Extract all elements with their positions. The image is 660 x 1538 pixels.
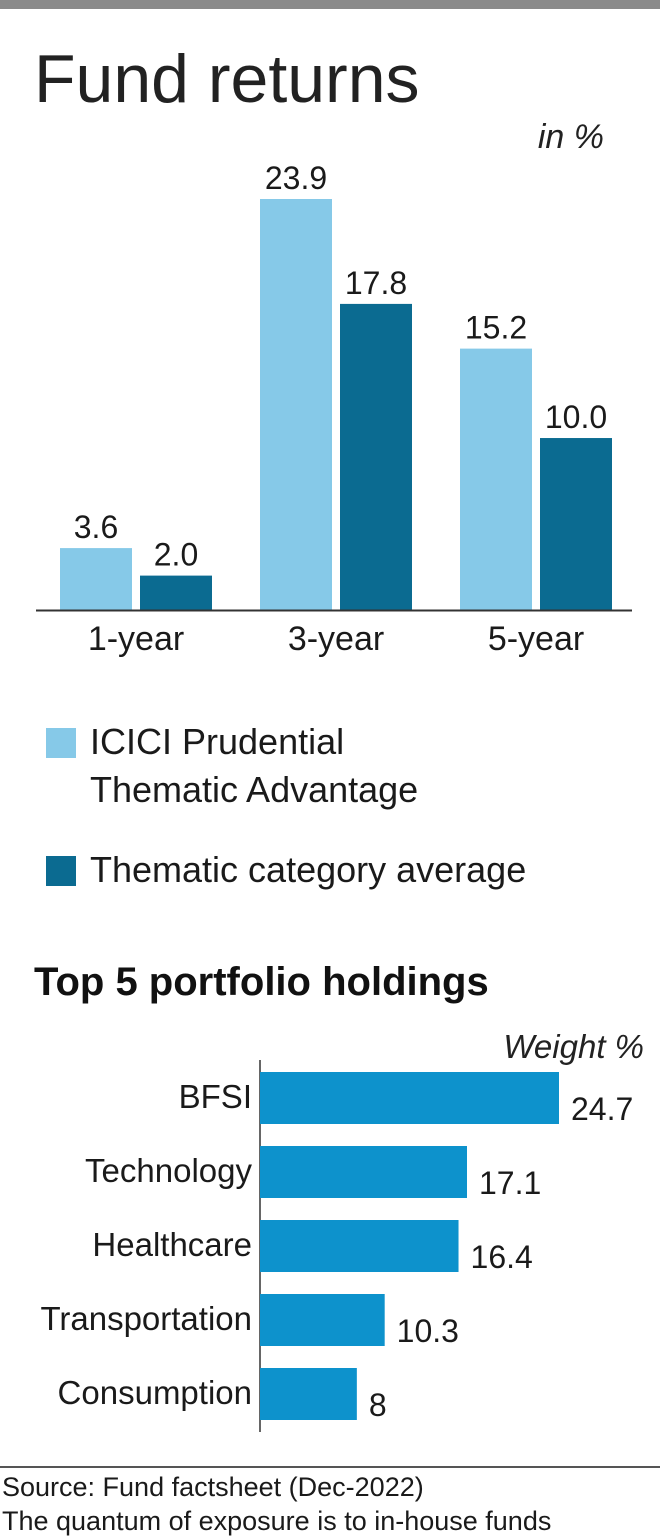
data-label: 24.7 — [571, 1091, 633, 1127]
source-note: Source: Fund factsheet (Dec-2022) The qu… — [2, 1470, 551, 1538]
data-label: 10.3 — [397, 1313, 459, 1349]
data-label: 2.0 — [154, 537, 198, 573]
bar-3-year-category — [340, 303, 412, 610]
holdings-unit-label: Weight % — [503, 1028, 644, 1065]
holdings-title: Top 5 portfolio holdings — [34, 960, 489, 1004]
y-tick-label: BFSI — [179, 1078, 252, 1115]
returns-bar-chart: 3.6 2.0 1-year 23.9 17.8 3-year 15.2 10.0 5-year — [36, 160, 632, 658]
bar-bfsi — [260, 1072, 559, 1124]
legend-label-fund-line1: ICICI Prudential — [90, 721, 345, 762]
holdings-bar-chart: BFSI 24.7 Technology 17.1 Healthcare 16.4 Tran… — [40, 1060, 633, 1432]
chart-title: Fund returns — [34, 41, 420, 117]
x-tick-label: 1-year — [88, 620, 184, 658]
top-rule — [0, 0, 660, 9]
legend-label-fund: ICICI Prudential Thematic Advantage — [90, 718, 510, 814]
bar-3-year-fund — [260, 199, 332, 610]
y-tick-label: Healthcare — [92, 1226, 252, 1263]
data-label: 15.2 — [465, 310, 527, 346]
bar-5-year-category — [540, 438, 612, 610]
x-tick-label: 5-year — [488, 620, 584, 658]
exposure-note: The quantum of exposure is to in-house f… — [2, 1506, 552, 1536]
bar-healthcare — [260, 1220, 459, 1272]
bar-5-year-fund — [460, 348, 532, 610]
data-label: 17.1 — [479, 1165, 541, 1201]
y-tick-label: Technology — [85, 1152, 252, 1189]
unit-label: in % — [537, 118, 604, 156]
bar-technology — [260, 1146, 467, 1198]
bar-1-year-fund — [60, 548, 132, 610]
bar-transportation — [260, 1294, 385, 1346]
y-tick-label: Consumption — [58, 1374, 252, 1411]
legend-swatch-category — [46, 856, 76, 886]
bar-consumption — [260, 1368, 357, 1420]
bar-1-year-category — [140, 575, 212, 610]
data-label: 16.4 — [471, 1239, 533, 1275]
legend-item-fund: ICICI Prudential Thematic Advantage — [46, 718, 510, 814]
data-label: 8 — [369, 1387, 387, 1423]
x-tick-label: 3-year — [288, 620, 384, 658]
data-label: 23.9 — [265, 160, 327, 196]
source-line: Source: Fund factsheet (Dec-2022) — [2, 1472, 424, 1502]
legend-label-category: Thematic category average — [90, 849, 527, 890]
legend-label-fund-line2: Thematic Advantage — [90, 769, 419, 810]
data-label: 3.6 — [74, 509, 118, 545]
legend-swatch-fund — [46, 728, 76, 758]
data-label: 10.0 — [545, 399, 607, 435]
data-label: 17.8 — [345, 265, 407, 301]
source-divider — [0, 1466, 660, 1468]
legend-item-category: Thematic category average — [46, 846, 526, 894]
y-tick-label: Transportation — [40, 1300, 252, 1337]
